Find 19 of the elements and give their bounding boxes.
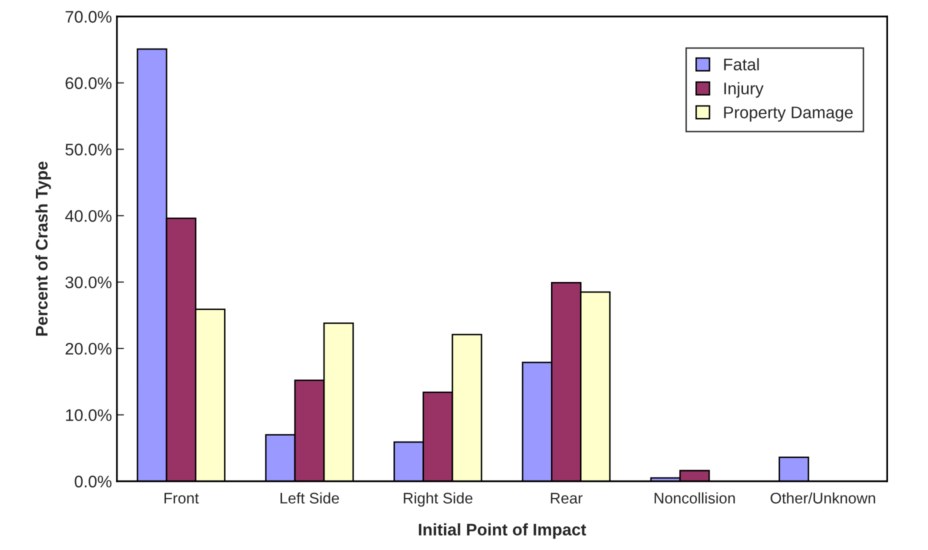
x-tick-label: Left Side [280, 492, 339, 504]
x-tick-label: Right Side [404, 492, 472, 507]
y-tick-label: 0.0% [74, 476, 112, 488]
y-tick-label: 30.0% [65, 276, 112, 288]
x-tick-label: Noncollision [654, 492, 735, 504]
y-tick-label: 10.0% [66, 409, 112, 422]
x-tick-label: Rear [550, 492, 583, 504]
legend-label: Property Damage [724, 106, 853, 122]
x-tick-label: Front [164, 492, 199, 504]
y-tick-label: 50.0% [65, 144, 112, 156]
y-tick-label: 70.0% [66, 10, 112, 23]
y-tick-label: 60.0% [66, 77, 112, 90]
y-tick-label: 40.0% [65, 210, 112, 222]
x-tick-label: Other/Unknown [770, 492, 876, 504]
x-axis-title: Initial Point of Impact [418, 523, 586, 539]
legend-label: Injury [724, 82, 764, 98]
y-axis-title: Percent of Crash Type [35, 162, 51, 336]
legend-label: Fatal [724, 58, 759, 70]
y-tick-label: 20.0% [66, 342, 112, 355]
